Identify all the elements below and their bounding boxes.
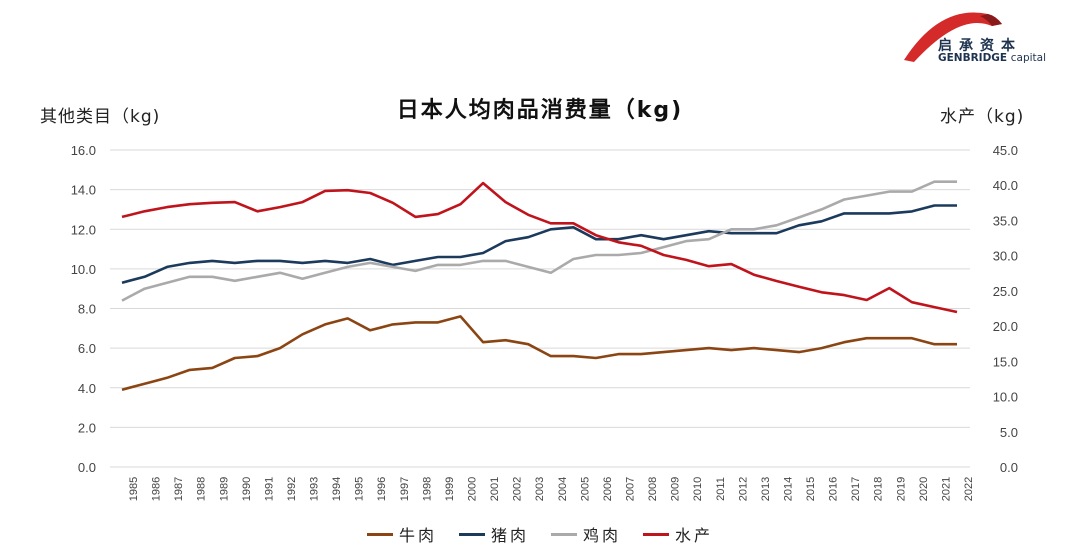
right-tick-label: 40.0 [993, 178, 1018, 193]
legend-item: 鸡肉 [551, 522, 621, 546]
legend-swatch [366, 532, 393, 536]
x-tick-label: 2010 [692, 477, 704, 501]
x-tick-label: 2016 [828, 477, 840, 501]
x-tick-label: 2007 [624, 477, 636, 501]
right-tick-label: 15.0 [993, 354, 1018, 369]
left-tick-label: 6.0 [78, 341, 96, 356]
legend-label: 水产 [675, 526, 714, 545]
x-tick-label: 2000 [467, 477, 479, 501]
left-axis-label: 其他类目（kg) [40, 107, 161, 127]
series-line-水产 [121, 181, 958, 314]
left-tick-label: 4.0 [78, 381, 96, 396]
legend-label: 猪肉 [490, 526, 529, 545]
right-tick-label: 30.0 [993, 249, 1018, 264]
x-tick-label: 1986 [151, 477, 163, 501]
left-tick-label: 0.0 [78, 460, 96, 475]
x-tick-label: 1990 [241, 477, 253, 501]
x-tick-label: 1998 [421, 477, 433, 501]
right-tick-label: 20.0 [993, 319, 1018, 334]
left-tick-label: 8.0 [78, 302, 96, 317]
legend-swatch [551, 532, 577, 536]
series-line-牛肉 [121, 315, 957, 391]
series-line-猪肉 [121, 204, 957, 284]
x-tick-label: 2022 [963, 477, 975, 501]
right-tick-label: 5.0 [1000, 425, 1018, 440]
x-tick-label: 2015 [805, 477, 817, 501]
x-tick-label: 1989 [218, 477, 230, 501]
legend-label: 鸡肉 [583, 526, 622, 545]
left-tick-label: 10.0 [71, 262, 96, 277]
x-tick-label: 2011 [715, 477, 727, 501]
right-axis-label: 水产（kg) [940, 107, 1025, 127]
x-tick-label: 2001 [489, 477, 501, 501]
x-tick-label: 1991 [263, 477, 275, 501]
legend-label: 牛肉 [398, 526, 437, 545]
x-tick-label: 2018 [873, 477, 885, 501]
right-tick-label: 35.0 [993, 213, 1018, 228]
legend-item: 水产 [643, 522, 713, 546]
x-tick-label: 1985 [128, 477, 140, 501]
x-tick-label: 2002 [512, 477, 524, 501]
x-tick-label: 1992 [286, 477, 298, 501]
right-tick-label: 45.0 [993, 143, 1018, 158]
x-tick-label: 2004 [557, 477, 569, 501]
left-tick-label: 2.0 [78, 420, 96, 435]
x-tick-label: 1988 [196, 477, 208, 501]
right-tick-label: 10.0 [993, 390, 1018, 405]
legend-item: 牛肉 [366, 522, 437, 546]
x-tick-label: 2019 [895, 477, 907, 501]
legend-item: 猪肉 [458, 522, 529, 546]
x-tick-label: 2005 [579, 477, 591, 501]
x-tick-label: 1995 [354, 477, 366, 501]
legend-swatch [643, 532, 670, 536]
right-tick-label: 0.0 [1000, 460, 1018, 475]
x-tick-label: 1994 [331, 477, 343, 501]
x-tick-label: 2020 [918, 477, 930, 501]
x-tick-label: 2012 [737, 477, 749, 501]
legend: 牛肉 猪肉 鸡肉 水产 [0, 522, 1080, 546]
logo-cn: 启承资本 [938, 38, 1022, 54]
x-tick-label: 2013 [760, 477, 772, 501]
x-tick-label: 2003 [534, 477, 546, 501]
x-tick-label: 1987 [173, 477, 185, 501]
right-tick-label: 25.0 [993, 284, 1018, 299]
x-tick-label: 1999 [444, 477, 456, 501]
series-line-鸡肉 [121, 180, 957, 302]
x-tick-label: 2009 [670, 477, 682, 501]
left-tick-label: 14.0 [71, 183, 96, 198]
genbridge-logo: 启承资本 GENBRIDGE capital [900, 8, 1070, 68]
left-tick-label: 12.0 [71, 222, 96, 237]
logo-en: GENBRIDGE capital [938, 52, 1047, 64]
x-tick-label: 2021 [940, 477, 952, 501]
x-tick-label: 1997 [399, 477, 411, 501]
legend-swatch [458, 532, 485, 536]
x-tick-label: 2017 [850, 477, 862, 501]
x-tick-label: 2014 [782, 477, 794, 501]
chart-title: 日本人均肉品消费量（kg) [396, 98, 684, 123]
left-tick-label: 16.0 [71, 143, 96, 158]
x-tick-label: 2006 [602, 477, 614, 501]
x-tick-label: 1993 [309, 477, 321, 501]
x-tick-label: 1996 [376, 477, 388, 501]
x-tick-label: 2008 [647, 477, 659, 501]
bridge-arch-icon [904, 12, 1002, 62]
